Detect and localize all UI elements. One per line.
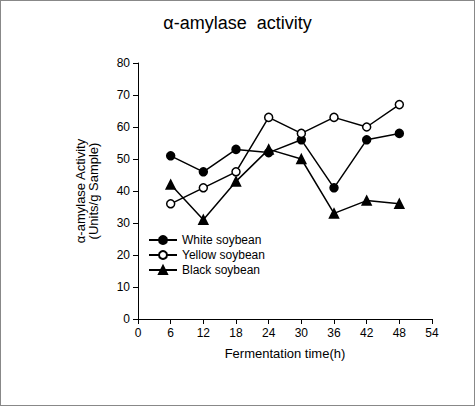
svg-text:Fermentation time(h): Fermentation time(h) — [225, 346, 346, 361]
svg-text:48: 48 — [393, 326, 407, 340]
svg-text:24: 24 — [262, 326, 276, 340]
svg-text:6: 6 — [167, 326, 174, 340]
svg-text:Yellow soybean: Yellow soybean — [182, 248, 265, 262]
svg-text:70: 70 — [117, 88, 131, 102]
svg-text:80: 80 — [117, 56, 131, 70]
svg-text:0: 0 — [135, 326, 142, 340]
svg-text:α-amylase activity: α-amylase activity — [163, 13, 311, 33]
svg-text:30: 30 — [117, 216, 131, 230]
svg-text:Black soybean: Black soybean — [182, 263, 260, 277]
svg-text:50: 50 — [117, 152, 131, 166]
svg-text:20: 20 — [117, 248, 131, 262]
svg-text:0: 0 — [123, 312, 130, 326]
svg-text:α-amylase Activity: α-amylase Activity — [73, 138, 88, 244]
svg-text:White soybean: White soybean — [182, 233, 261, 247]
svg-text:10: 10 — [117, 280, 131, 294]
svg-text:42: 42 — [360, 326, 374, 340]
svg-text:(Units/g Sample): (Units/g Sample) — [86, 143, 101, 240]
svg-text:40: 40 — [117, 184, 131, 198]
svg-text:36: 36 — [327, 326, 341, 340]
svg-text:18: 18 — [229, 326, 243, 340]
svg-text:60: 60 — [117, 120, 131, 134]
svg-text:12: 12 — [197, 326, 211, 340]
svg-text:30: 30 — [295, 326, 309, 340]
svg-text:54: 54 — [425, 326, 439, 340]
